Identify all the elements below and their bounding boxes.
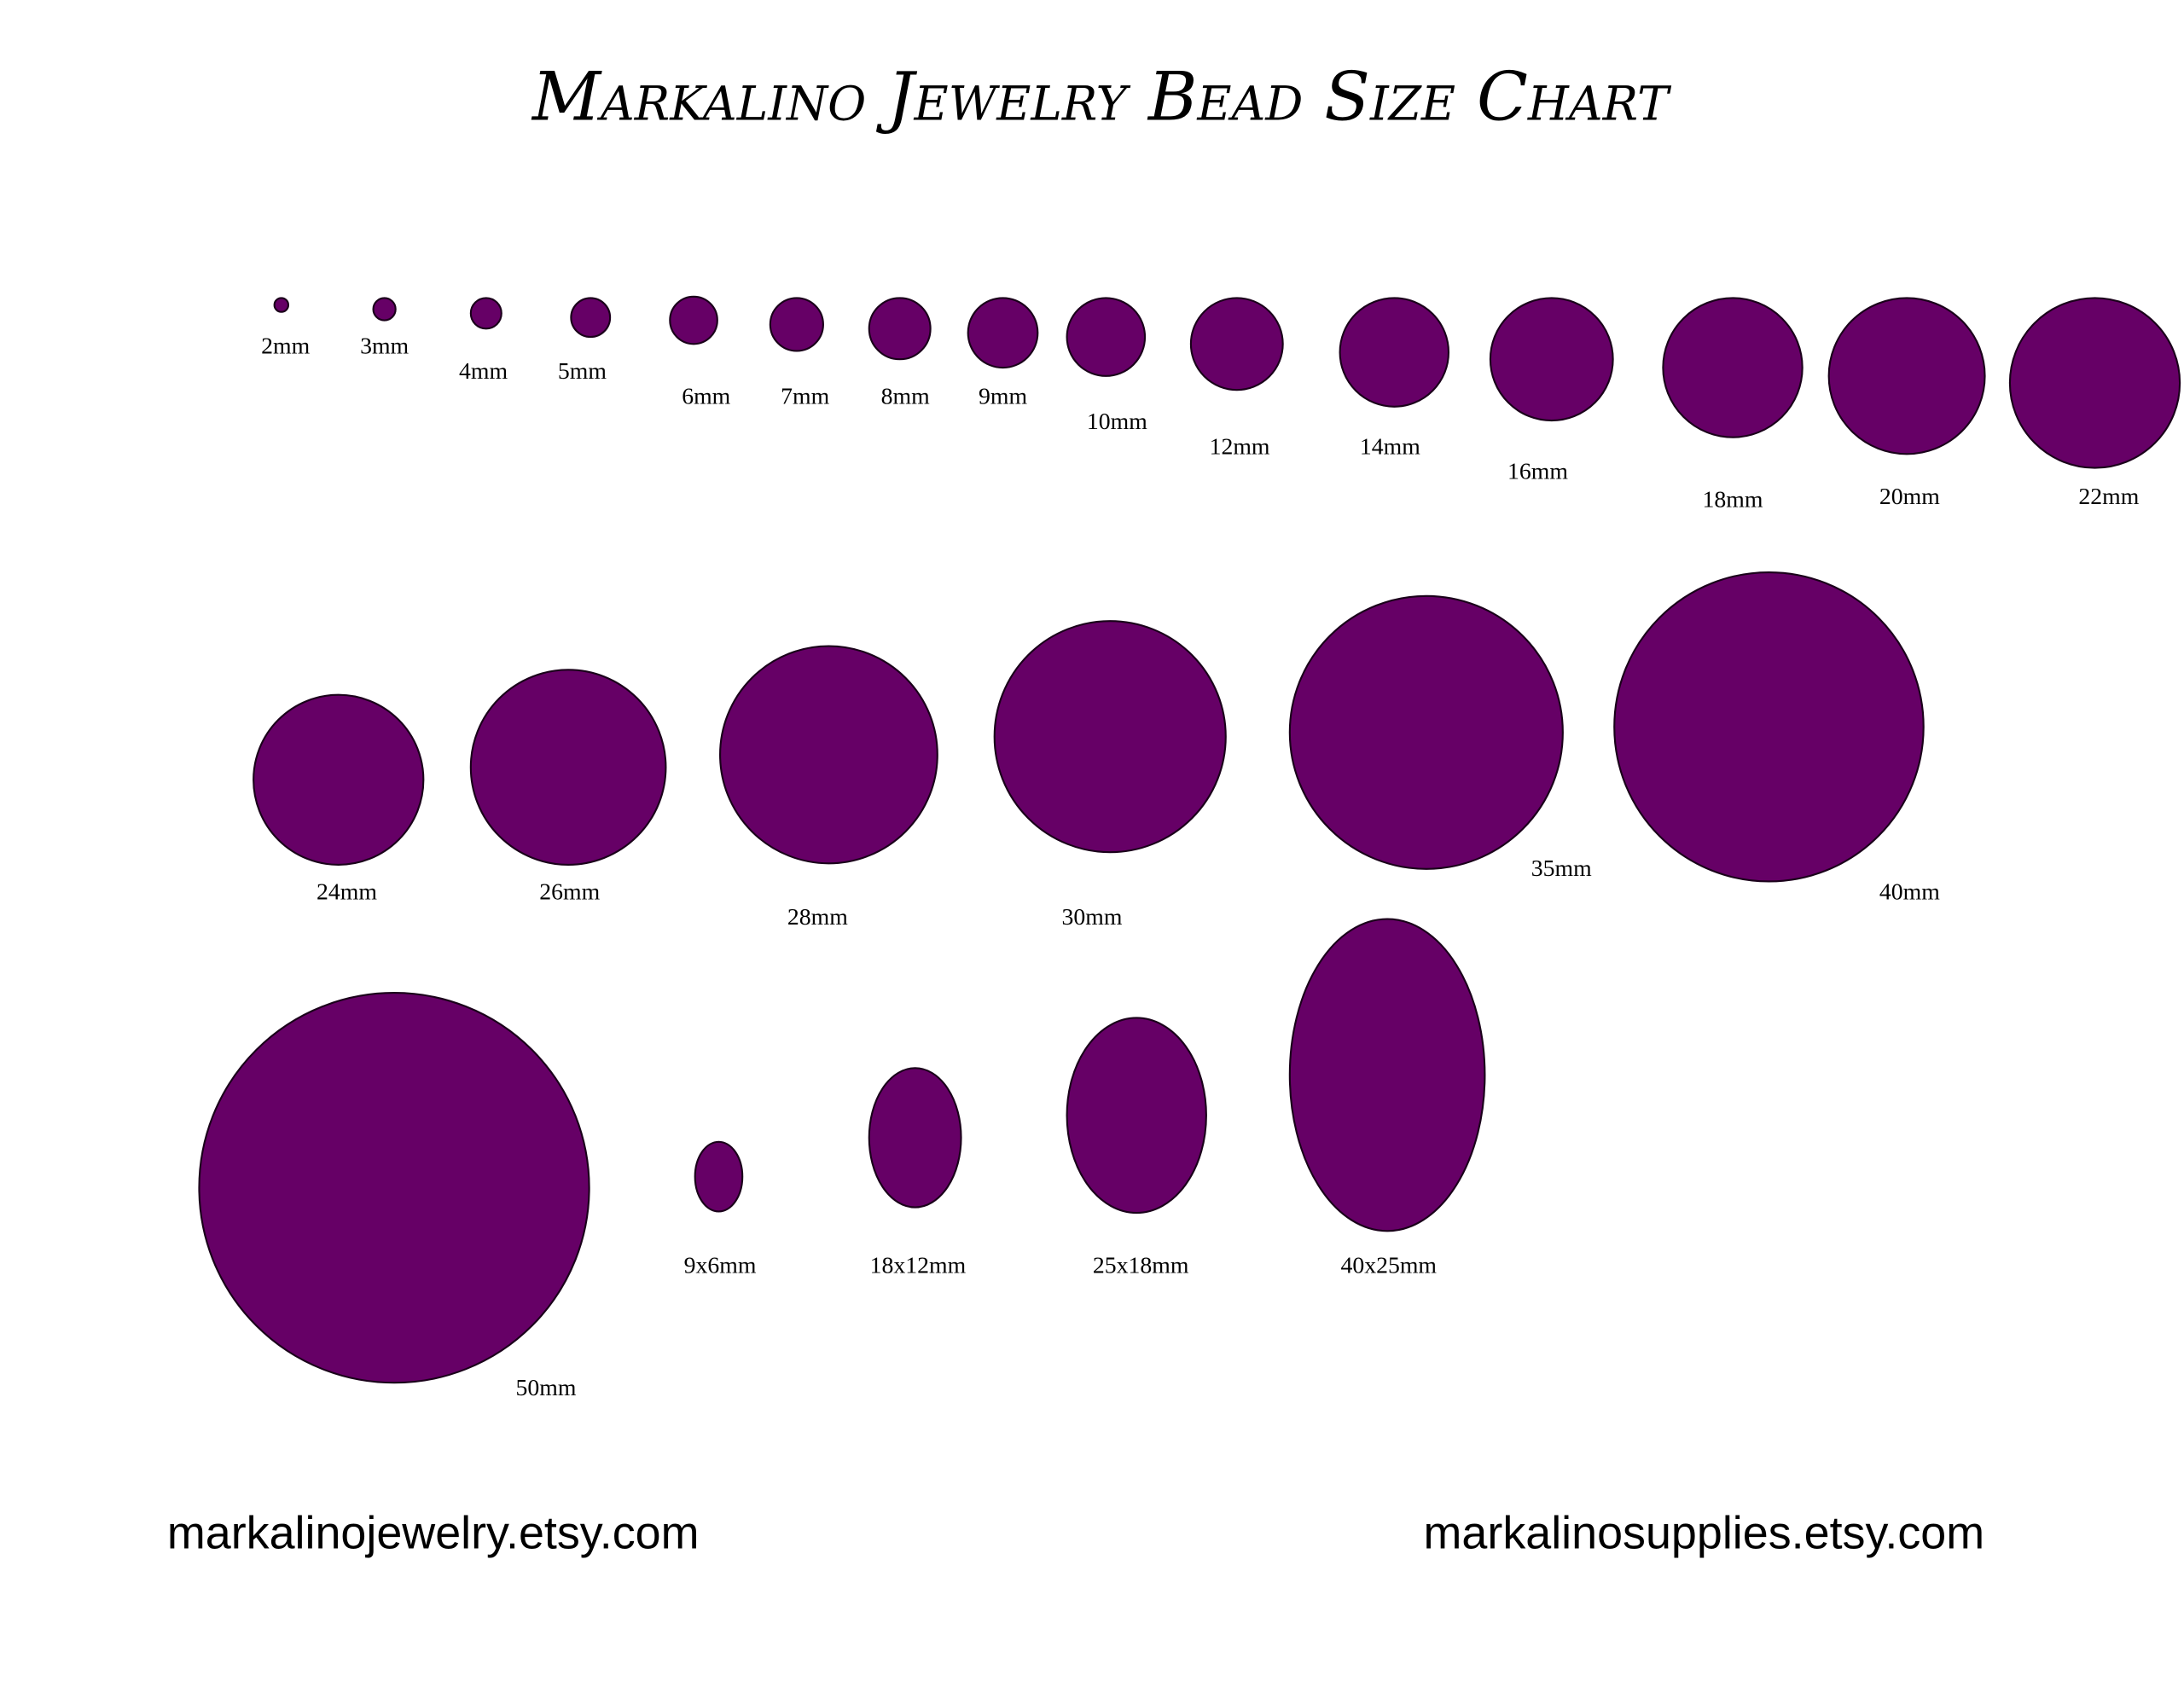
bead-26mm bbox=[469, 669, 667, 866]
bead-label: 14mm bbox=[1360, 433, 1420, 460]
chart-title: Markalino Jewelry Bead Size Chart bbox=[531, 58, 1672, 136]
bead-label: 16mm bbox=[1507, 459, 1568, 485]
bead-9x6mm bbox=[694, 1140, 744, 1213]
bead-label: 50mm bbox=[516, 1375, 577, 1401]
bead-label: 8mm bbox=[881, 383, 930, 409]
bead-label: 10mm bbox=[1087, 409, 1147, 435]
bead-label: 2mm bbox=[261, 333, 310, 360]
bead-10mm bbox=[1066, 297, 1147, 377]
bead-4mm bbox=[469, 297, 502, 330]
bead-label: 9mm bbox=[979, 383, 1027, 409]
footer-link-supplies[interactable]: markalinosupplies.etsy.com bbox=[1424, 1508, 1985, 1559]
bead-label: 30mm bbox=[1062, 904, 1123, 930]
bead-35mm bbox=[1288, 594, 1564, 870]
bead-label: 6mm bbox=[682, 383, 730, 409]
bead-16mm bbox=[1489, 297, 1614, 422]
bead-label: 40mm bbox=[1879, 879, 1940, 906]
bead-3mm bbox=[372, 297, 397, 322]
bead-label: 12mm bbox=[1210, 433, 1270, 460]
bead-label: 7mm bbox=[781, 383, 829, 409]
bead-24mm bbox=[253, 693, 425, 866]
bead-label: 24mm bbox=[317, 879, 377, 906]
bead-label: 5mm bbox=[558, 358, 607, 385]
bead-label: 28mm bbox=[787, 904, 848, 930]
bead-28mm bbox=[719, 645, 938, 865]
bead-label: 9x6mm bbox=[684, 1252, 757, 1278]
bead-label: 22mm bbox=[2078, 484, 2139, 510]
bead-20mm bbox=[1827, 297, 1986, 455]
bead-5mm bbox=[570, 297, 612, 339]
bead-label: 25x18mm bbox=[1093, 1252, 1189, 1278]
bead-label: 18x12mm bbox=[870, 1252, 967, 1278]
bead-18x12mm bbox=[868, 1067, 962, 1209]
bead-12mm bbox=[1189, 297, 1284, 391]
bead-50mm bbox=[198, 992, 590, 1384]
bead-label: 3mm bbox=[360, 333, 409, 360]
bead-6mm bbox=[669, 295, 718, 345]
bead-2mm bbox=[273, 297, 290, 313]
bead-14mm bbox=[1339, 297, 1450, 408]
bead-25x18mm bbox=[1066, 1017, 1207, 1215]
bead-9mm bbox=[967, 297, 1039, 369]
bead-label: 18mm bbox=[1703, 486, 1763, 513]
footer-link-jewelry[interactable]: markalinojewelry.etsy.com bbox=[167, 1508, 700, 1559]
bead-8mm bbox=[868, 297, 932, 361]
bead-7mm bbox=[769, 297, 824, 352]
bead-label: 4mm bbox=[459, 358, 508, 385]
bead-label: 40x25mm bbox=[1340, 1252, 1437, 1278]
bead-40mm bbox=[1613, 571, 1925, 883]
bead-18mm bbox=[1662, 297, 1804, 438]
bead-label: 20mm bbox=[1879, 484, 1940, 510]
bead-30mm bbox=[993, 620, 1227, 854]
bead-40x25mm bbox=[1288, 918, 1486, 1232]
bead-label: 26mm bbox=[539, 879, 600, 906]
bead-22mm bbox=[2008, 297, 2181, 469]
bead-label: 35mm bbox=[1531, 855, 1592, 882]
